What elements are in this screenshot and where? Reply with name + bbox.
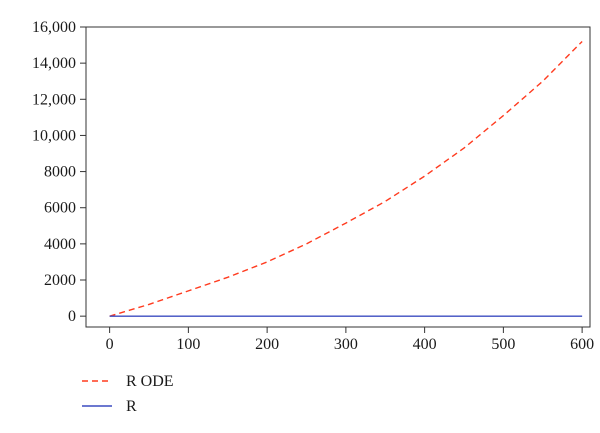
y-tick-label: 8000 [44,164,76,181]
series-line-r-ode [109,40,583,317]
x-tick-label: 100 [176,336,200,353]
x-tick-label: 400 [413,336,437,353]
y-tick-label: 6000 [44,200,76,217]
y-tick-label: 14,000 [32,55,76,72]
plot-frame [85,26,591,328]
x-axis: 0 100 200 300 400 500 600 [106,327,594,353]
y-axis: 0 2000 4000 6000 8000 10,000 12,000 14,000 16,00… [32,19,86,325]
x-tick-label: 300 [334,336,358,353]
x-tick-label: 500 [491,336,515,353]
y-tick-label: 16,000 [32,19,76,36]
y-tick-label: 4000 [44,236,76,253]
legend-label-r-ode: R ODE [126,373,174,390]
y-tick-label: 0 [68,308,76,325]
y-tick-label: 2000 [44,272,76,289]
x-tick-label: 600 [570,336,594,353]
x-tick-label: 0 [106,336,114,353]
y-tick-label: 12,000 [32,91,76,108]
legend-label-r: R [126,398,137,415]
series-layer [109,40,583,317]
x-tick-label: 200 [255,336,279,353]
y-tick-label: 10,000 [32,127,76,144]
legend: R ODE R [82,373,174,415]
